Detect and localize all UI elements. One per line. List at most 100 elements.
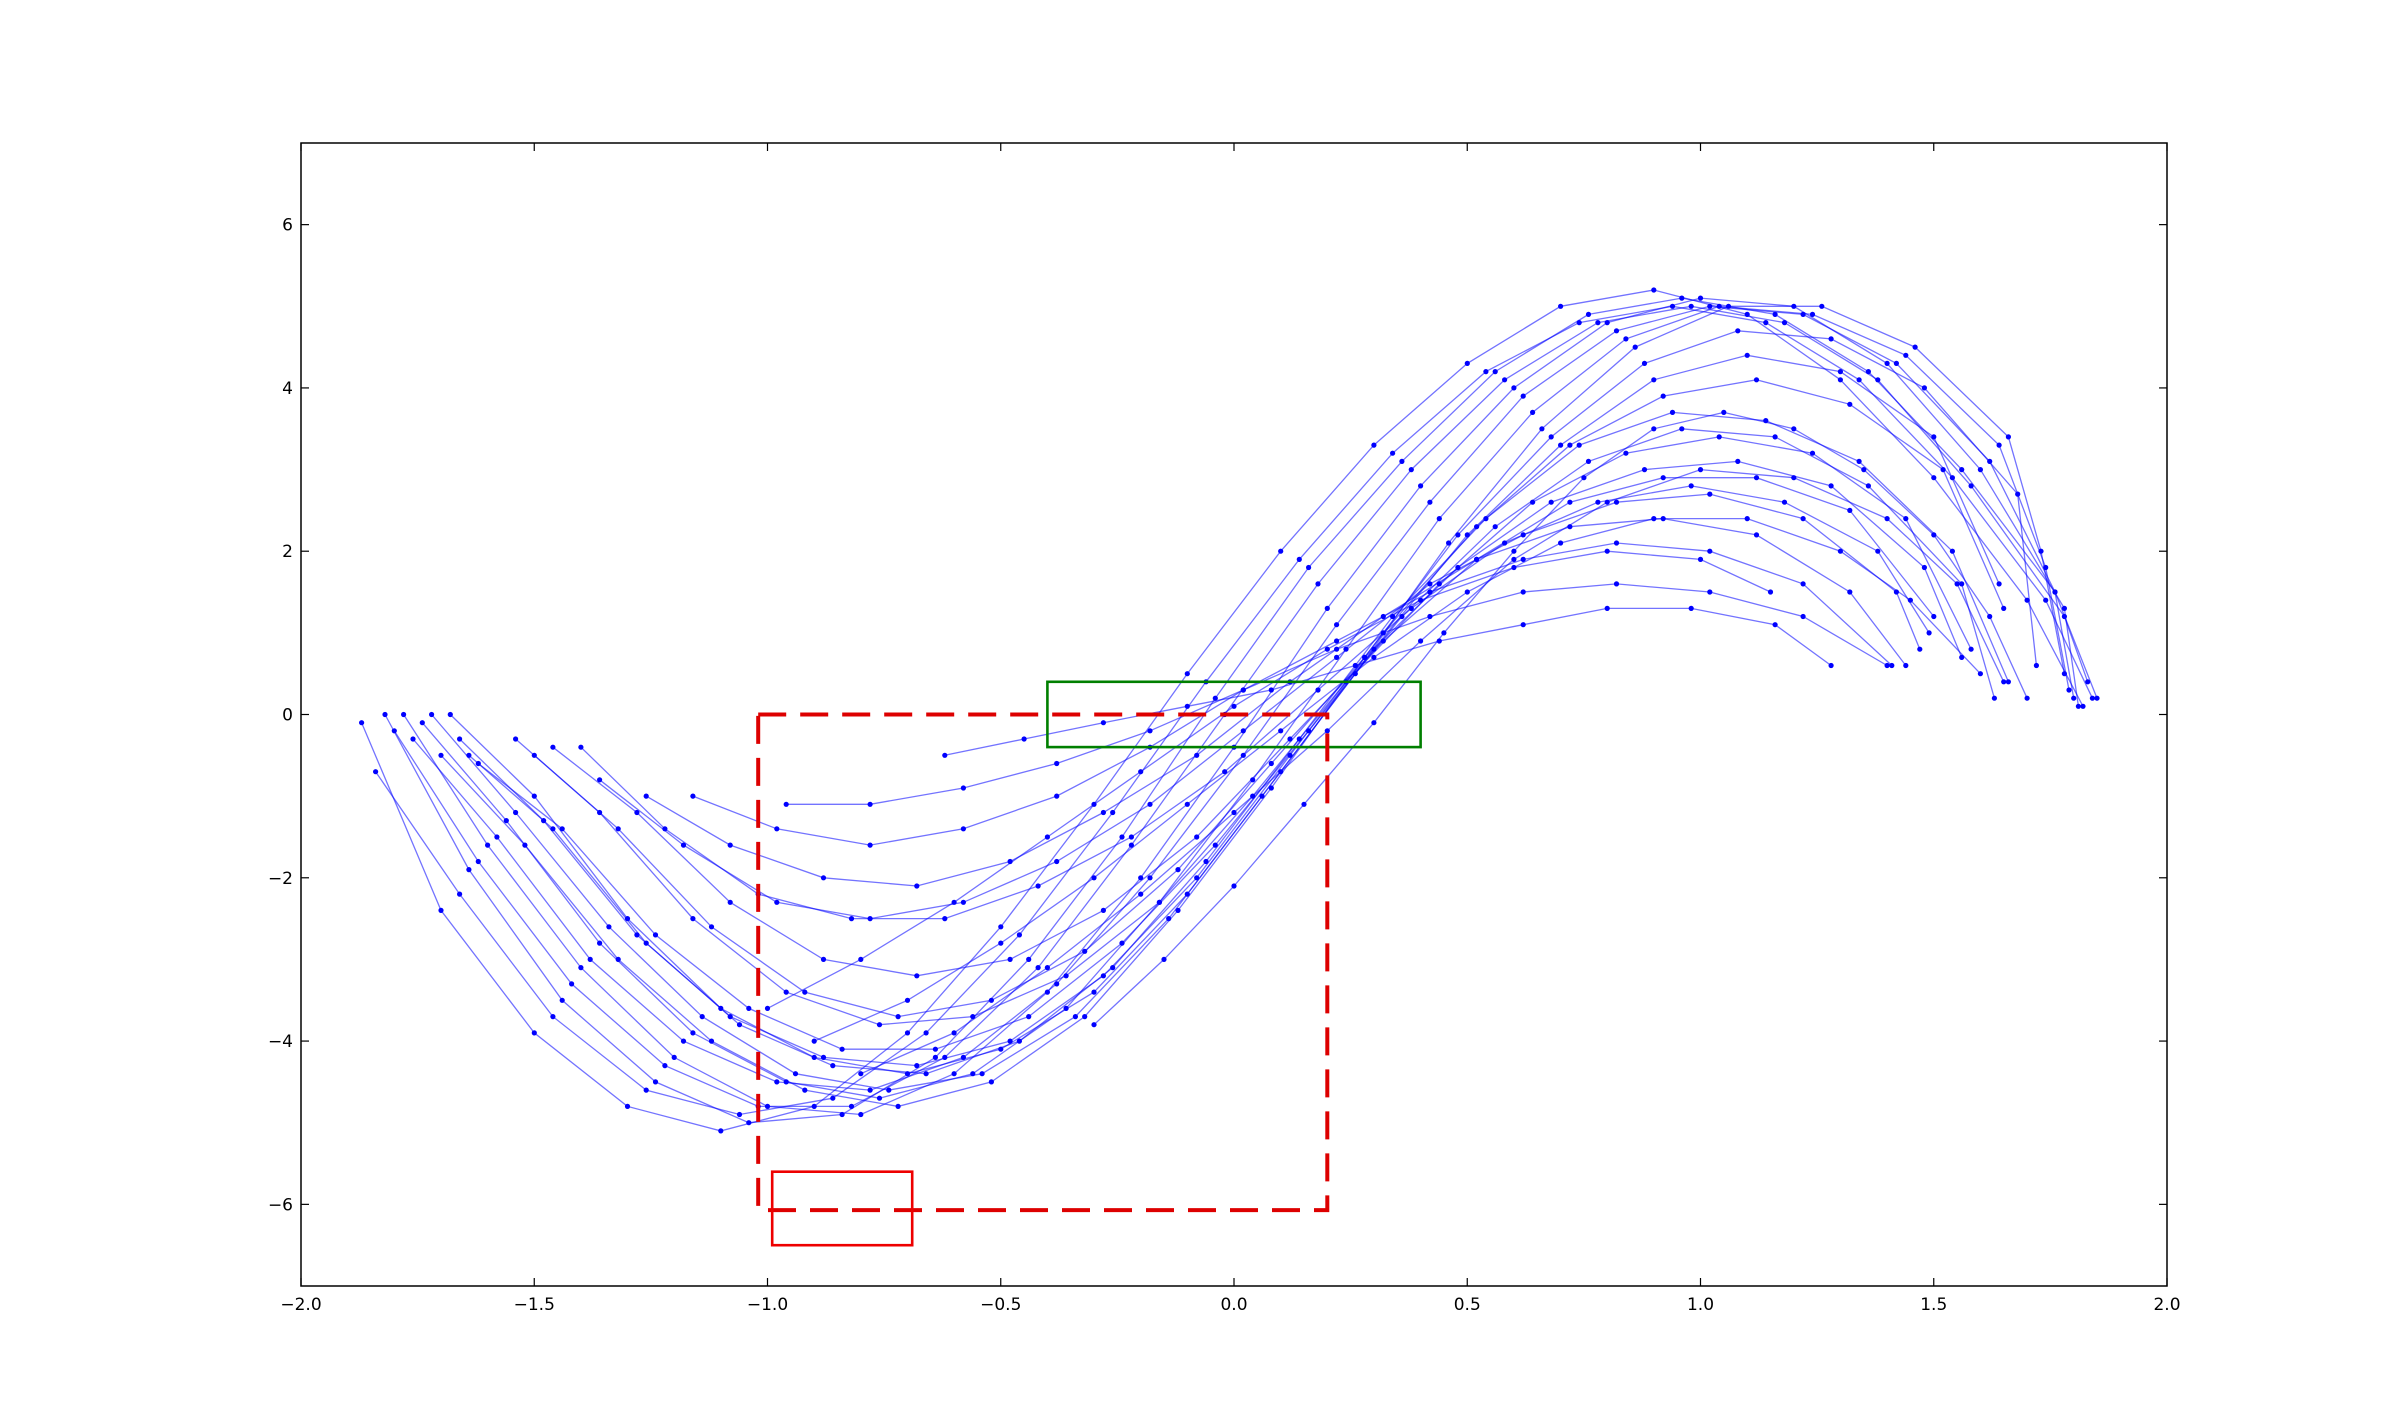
data-point: [1520, 589, 1526, 595]
data-point: [419, 720, 425, 726]
data-point: [1315, 687, 1321, 693]
data-point: [475, 760, 481, 767]
data-point: [1371, 720, 1377, 726]
data-point: [680, 842, 687, 848]
data-point: [1212, 695, 1218, 701]
data-point: [774, 1079, 780, 1085]
data-point: [1949, 548, 1955, 554]
data-point: [1194, 834, 1200, 840]
data-point: [951, 1030, 957, 1036]
data-point: [1352, 662, 1358, 669]
data-point: [951, 899, 957, 905]
series-10: [457, 377, 2007, 1069]
data-point: [1212, 842, 1218, 848]
data-point: [1026, 1014, 1032, 1020]
data-point: [1427, 581, 1433, 587]
data-point: [1721, 409, 1727, 415]
data-point: [1641, 467, 1648, 473]
data-point: [1007, 1038, 1013, 1044]
data-point: [1240, 728, 1246, 734]
data-point: [559, 826, 565, 832]
data-point: [1912, 344, 1918, 350]
series-18: [643, 516, 1909, 889]
data-point: [615, 826, 621, 832]
data-point: [1520, 556, 1526, 563]
data-point: [1847, 507, 1853, 513]
y-tick-label: −6: [268, 1195, 293, 1215]
data-point: [708, 924, 715, 930]
data-point: [2024, 597, 2030, 603]
data-point: [1716, 434, 1722, 440]
data-point: [942, 916, 948, 922]
data-point: [1763, 320, 1769, 326]
data-point: [1091, 989, 1097, 995]
data-point: [1119, 834, 1125, 840]
series-17: [597, 491, 1923, 922]
data-point: [1296, 556, 1302, 563]
data-point: [1744, 516, 1750, 522]
data-point: [699, 1014, 705, 1020]
data-point: [438, 752, 444, 758]
data-point: [690, 1030, 696, 1036]
data-point: [597, 940, 603, 946]
data-point: [1483, 516, 1489, 522]
x-tick-label: 1.5: [1920, 1295, 1947, 1315]
data-point: [1194, 752, 1200, 758]
data-point: [1511, 385, 1517, 391]
series-line: [580, 485, 1930, 920]
data-point: [1753, 475, 1760, 481]
data-point: [1539, 426, 1545, 432]
data-point: [643, 940, 649, 946]
data-point: [1604, 548, 1610, 554]
data-point: [2085, 679, 2091, 685]
data-point: [792, 1071, 799, 1077]
data-point: [1613, 581, 1620, 587]
x-tick-label: −0.5: [980, 1295, 1021, 1315]
data-point: [1931, 613, 1937, 620]
data-point: [746, 1005, 752, 1012]
data-point: [1334, 622, 1340, 628]
data-point: [522, 842, 528, 848]
data-point: [1091, 1022, 1097, 1028]
data-point: [858, 1111, 864, 1118]
data-point: [960, 899, 967, 905]
data-point: [1940, 467, 1946, 473]
data-point: [783, 989, 789, 995]
data-point: [1613, 328, 1620, 334]
data-point: [1735, 328, 1741, 334]
data-point: [932, 1054, 939, 1060]
data-point: [1632, 344, 1638, 350]
data-point: [914, 883, 920, 889]
data-point: [643, 793, 649, 799]
data-point: [1707, 491, 1713, 497]
series-2: [382, 295, 2100, 1126]
data-point: [988, 997, 995, 1003]
data-point: [1418, 483, 1424, 489]
data-point: [475, 858, 481, 865]
data-point: [2033, 662, 2039, 669]
data-point: [2001, 605, 2007, 612]
series-3: [391, 303, 2091, 1109]
data-point: [1268, 687, 1274, 693]
data-point: [1791, 426, 1797, 432]
data-point: [904, 997, 911, 1003]
data-point: [736, 1111, 743, 1118]
data-point: [867, 1087, 873, 1093]
data-point: [1772, 434, 1778, 440]
series-line: [645, 517, 1907, 887]
x-tick-label: −2.0: [280, 1295, 321, 1315]
data-point: [1418, 597, 1424, 603]
data-point: [1903, 352, 1909, 358]
data-point: [1147, 801, 1153, 807]
data-point: [1707, 548, 1713, 554]
data-point: [1725, 303, 1732, 309]
data-point: [373, 769, 379, 775]
data-point: [578, 744, 584, 750]
data-point: [680, 1038, 687, 1044]
data-point: [569, 981, 575, 987]
green-box: [1046, 680, 1422, 749]
data-point: [1753, 377, 1760, 383]
data-point: [1921, 385, 1927, 391]
data-point: [1278, 548, 1284, 554]
